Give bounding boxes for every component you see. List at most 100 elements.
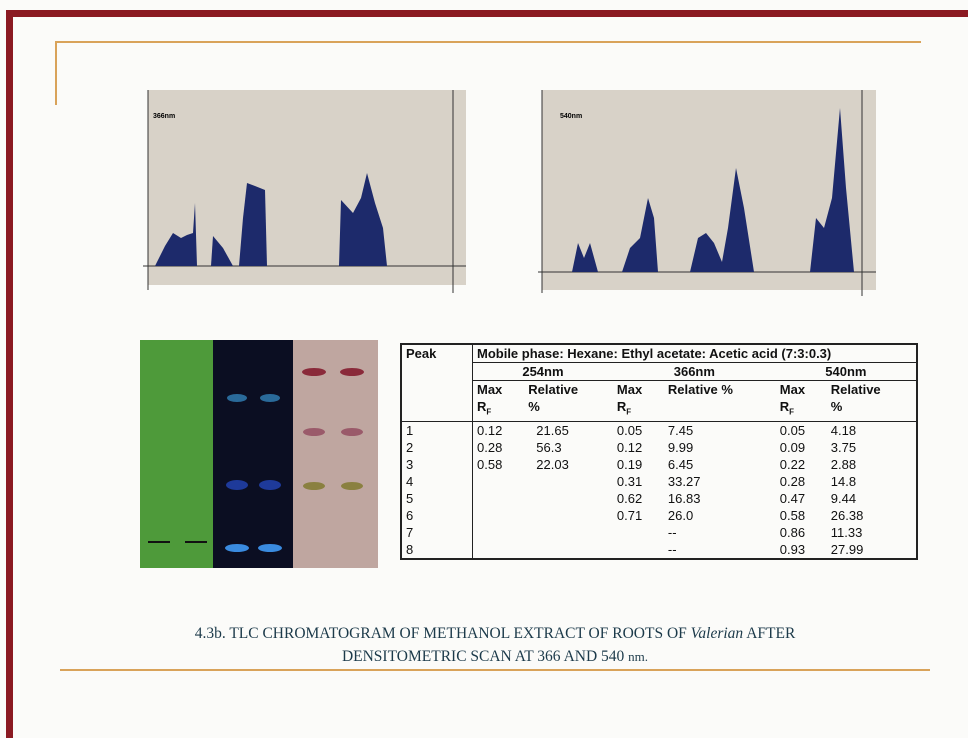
cell: 7.45 xyxy=(664,421,776,439)
cell xyxy=(524,507,613,524)
header-line: Max xyxy=(477,381,520,398)
cell: 14.8 xyxy=(827,473,917,490)
cell: 16.83 xyxy=(664,490,776,507)
rule xyxy=(55,41,921,43)
table-row: 30.5822.030.196.450.222.88 xyxy=(401,456,917,473)
spot xyxy=(225,544,249,552)
cell: 0.58 xyxy=(473,456,525,473)
cell: 0.47 xyxy=(776,490,827,507)
cell: 21.65 xyxy=(524,421,613,439)
header-subscript: F xyxy=(789,408,794,417)
spot xyxy=(260,394,280,402)
cell: 0.12 xyxy=(473,421,525,439)
header-line: Relative xyxy=(528,381,609,398)
spot xyxy=(259,480,281,490)
caption-text: DENSITOMETRIC SCAN AT 366 AND 540 xyxy=(342,648,628,665)
header-line: Relative % xyxy=(668,381,772,398)
cell: 26.38 xyxy=(827,507,917,524)
cell xyxy=(524,524,613,541)
cell: 0.93 xyxy=(776,541,827,559)
header-line: Relative xyxy=(831,381,912,398)
caption-text: 4.3b. TLC CHROMATOGRAM OF METHANOL EXTRA… xyxy=(195,625,691,642)
spot xyxy=(303,428,325,436)
cell xyxy=(524,541,613,559)
cell xyxy=(473,473,525,490)
cell: 0.86 xyxy=(776,524,827,541)
cell xyxy=(524,473,613,490)
cell: 0.71 xyxy=(613,507,664,524)
cell: -- xyxy=(664,541,776,559)
spot xyxy=(302,368,326,376)
frame xyxy=(6,10,968,17)
cell xyxy=(473,541,525,559)
caption-text: AFTER xyxy=(743,625,795,642)
panel xyxy=(213,340,293,568)
spot xyxy=(258,544,282,552)
cell xyxy=(473,524,525,541)
cell xyxy=(613,541,664,559)
wavelength-header: 366nm xyxy=(613,363,776,381)
caption-unit: nm. xyxy=(628,649,648,664)
cell xyxy=(401,363,473,381)
header-symbol: R xyxy=(477,399,486,414)
spot xyxy=(303,482,325,490)
cell: 0.58 xyxy=(776,507,827,524)
cell: 0.22 xyxy=(776,456,827,473)
chromatogram: 540nm xyxy=(530,78,885,303)
cell: 4.18 xyxy=(827,421,917,439)
cell: 0.09 xyxy=(776,439,827,456)
cell: 8 xyxy=(401,541,473,559)
header-cell: Mobile phase: Hexane: Ethyl acetate: Ace… xyxy=(473,344,918,363)
chart-label: 540nm xyxy=(560,113,582,120)
spot xyxy=(227,394,247,402)
spot xyxy=(340,368,364,376)
column-header: Relative% xyxy=(827,381,917,422)
panel xyxy=(140,340,213,568)
column-header: Relative% xyxy=(524,381,613,422)
header-line: % xyxy=(528,398,609,415)
spot xyxy=(341,482,363,490)
cell: 9.99 xyxy=(664,439,776,456)
tlc-plate-photo xyxy=(140,340,378,568)
header-line: RF xyxy=(617,398,660,421)
header-subscript: F xyxy=(486,408,491,417)
header-line: % xyxy=(831,398,912,415)
cell: 27.99 xyxy=(827,541,917,559)
cell: 6 xyxy=(401,507,473,524)
cell: 2 xyxy=(401,439,473,456)
table-row: 7--0.8611.33 xyxy=(401,524,917,541)
header-cell: Peak xyxy=(401,344,473,363)
cell: 4 xyxy=(401,473,473,490)
frame xyxy=(6,10,13,738)
cell: 1 xyxy=(401,421,473,439)
header-line: Max xyxy=(617,381,660,398)
cell xyxy=(401,381,473,422)
rule xyxy=(60,669,930,671)
rule xyxy=(55,41,57,105)
cell: 3.75 xyxy=(827,439,917,456)
cell: 2.88 xyxy=(827,456,917,473)
cell: 33.27 xyxy=(664,473,776,490)
wavelength-header: 254nm xyxy=(473,363,613,381)
cell: 5 xyxy=(401,490,473,507)
chart-label: 366nm xyxy=(153,113,175,120)
cell: -- xyxy=(664,524,776,541)
table-row: 10.1221.650.057.450.054.18 xyxy=(401,421,917,439)
cell: 0.05 xyxy=(776,421,827,439)
header-subscript: F xyxy=(626,408,631,417)
header-line: Max xyxy=(780,381,823,398)
header-line: RF xyxy=(780,398,823,421)
cell: 0.62 xyxy=(613,490,664,507)
cell: 56.3 xyxy=(524,439,613,456)
cell: 26.0 xyxy=(664,507,776,524)
cell: 0.05 xyxy=(613,421,664,439)
spot xyxy=(341,428,363,436)
page: 366nm 540nm Peak Mobile phase: He xyxy=(0,0,968,738)
cell xyxy=(613,524,664,541)
